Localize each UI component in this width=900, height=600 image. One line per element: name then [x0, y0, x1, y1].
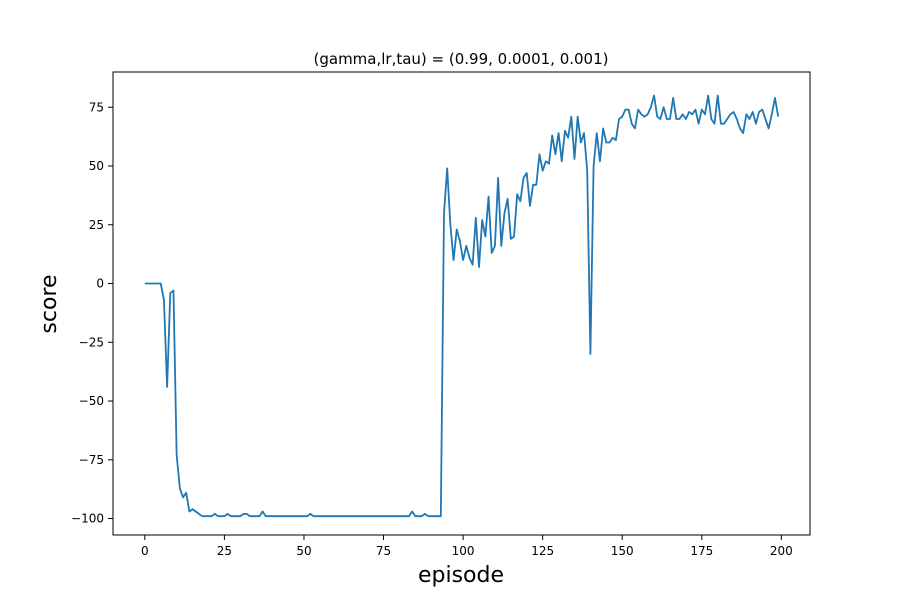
x-tick-label: 125 — [531, 544, 554, 558]
y-tick-label: −100 — [71, 512, 104, 526]
y-tick-label: −25 — [79, 335, 104, 349]
x-tick-label: 175 — [690, 544, 713, 558]
x-tick-label: 50 — [296, 544, 311, 558]
y-tick-label: 50 — [89, 159, 104, 173]
x-axis-label: episode — [418, 563, 504, 588]
y-tick-label: 25 — [89, 218, 104, 232]
y-axis: −100 −75 −50 −25 0 25 50 75 — [71, 100, 113, 526]
x-tick-label: 200 — [770, 544, 793, 558]
x-tick-label: 100 — [452, 544, 475, 558]
chart-title: (gamma,lr,tau) = (0.99, 0.0001, 0.001) — [314, 50, 609, 68]
y-tick-label: −75 — [79, 453, 104, 467]
y-tick-label: 75 — [89, 100, 104, 114]
y-axis-label: score — [37, 274, 62, 333]
score-series-line — [144, 94, 780, 518]
plot-frame — [112, 71, 811, 536]
x-tick-label: 25 — [217, 544, 232, 558]
x-tick-label: 75 — [376, 544, 391, 558]
x-tick-label: 0 — [141, 544, 149, 558]
y-tick-label: −50 — [79, 394, 104, 408]
x-tick-label: 150 — [611, 544, 634, 558]
x-axis: 0 25 50 75 100 125 150 175 200 — [141, 535, 793, 558]
y-tick-label: 0 — [96, 277, 104, 291]
